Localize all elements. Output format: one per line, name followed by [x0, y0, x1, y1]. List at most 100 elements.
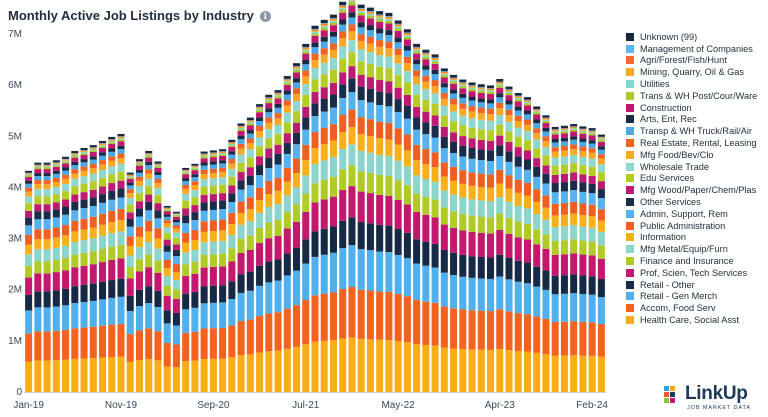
bar-segment[interactable]	[80, 150, 88, 152]
bar-segment[interactable]	[126, 177, 134, 179]
bar-segment[interactable]	[200, 151, 208, 154]
bar-segment[interactable]	[487, 99, 495, 104]
bar-segment[interactable]	[570, 180, 578, 191]
bar-segment[interactable]	[385, 122, 393, 140]
bar-segment[interactable]	[570, 293, 578, 322]
bar-segment[interactable]	[117, 323, 125, 357]
bar-segment[interactable]	[25, 191, 33, 197]
bar-segment[interactable]	[366, 13, 374, 16]
bar-segment[interactable]	[154, 306, 162, 332]
bar-segment[interactable]	[80, 176, 88, 184]
bar-segment[interactable]	[117, 258, 125, 279]
bar-segment[interactable]	[542, 289, 550, 319]
bar-segment[interactable]	[163, 227, 171, 234]
bar-segment[interactable]	[450, 99, 458, 105]
bar-segment[interactable]	[126, 182, 134, 186]
bar-segment[interactable]	[542, 155, 550, 166]
bar-segment[interactable]	[403, 71, 411, 83]
bar-segment[interactable]	[348, 24, 356, 32]
bar-segment[interactable]	[209, 328, 217, 359]
bar-segment[interactable]	[135, 236, 143, 248]
bar-segment[interactable]	[450, 77, 458, 79]
bar-segment[interactable]	[293, 66, 301, 68]
bar-segment[interactable]	[523, 262, 531, 284]
legend-item[interactable]: Retail - Other	[626, 279, 768, 291]
bar-segment[interactable]	[523, 169, 531, 183]
bar-segment[interactable]	[293, 204, 301, 222]
bar-segment[interactable]	[477, 84, 485, 87]
bar-segment[interactable]	[191, 181, 199, 186]
bar-segment[interactable]	[219, 285, 227, 303]
bar-segment[interactable]	[25, 210, 33, 218]
bar-segment[interactable]	[209, 254, 217, 267]
bar-segment[interactable]	[182, 309, 190, 333]
bar-segment[interactable]	[505, 104, 513, 110]
bar-segment[interactable]	[523, 119, 531, 125]
bar-segment[interactable]	[570, 274, 578, 294]
bar-segment[interactable]	[256, 121, 264, 127]
bar-segment[interactable]	[542, 123, 550, 128]
bar-segment[interactable]	[256, 104, 264, 107]
bar-segment[interactable]	[505, 91, 513, 93]
bar-segment[interactable]	[357, 27, 365, 35]
bar-segment[interactable]	[413, 43, 421, 47]
bar-segment[interactable]	[163, 209, 171, 210]
bar-segment[interactable]	[200, 195, 208, 203]
bar-segment[interactable]	[126, 193, 134, 198]
bar-segment[interactable]	[52, 170, 60, 174]
bar-segment[interactable]	[80, 148, 88, 151]
bar-segment[interactable]	[403, 29, 411, 33]
bar-segment[interactable]	[283, 142, 291, 154]
bar-segment[interactable]	[117, 133, 125, 137]
bar-segment[interactable]	[329, 292, 337, 341]
bar-segment[interactable]	[80, 154, 88, 160]
bar-segment[interactable]	[440, 250, 448, 273]
bar-segment[interactable]	[283, 167, 291, 182]
bar-segment[interactable]	[477, 173, 485, 188]
bar-segment[interactable]	[320, 54, 328, 63]
bar-segment[interactable]	[154, 179, 162, 184]
bar-segment[interactable]	[256, 243, 264, 266]
bar-segment[interactable]	[366, 152, 374, 173]
bar-segment[interactable]	[487, 160, 495, 175]
bar-segment[interactable]	[514, 101, 522, 107]
bar-segment[interactable]	[385, 19, 393, 21]
bar-segment[interactable]	[487, 257, 495, 279]
bar-segment[interactable]	[523, 159, 531, 170]
bar-segment[interactable]	[329, 31, 337, 37]
bar-segment[interactable]	[283, 100, 291, 106]
bar-segment[interactable]	[329, 49, 337, 59]
bar-segment[interactable]	[108, 190, 116, 200]
bar-segment[interactable]	[154, 167, 162, 172]
bar-segment[interactable]	[579, 294, 587, 322]
bar-segment[interactable]	[135, 172, 143, 177]
bar-segment[interactable]	[154, 290, 162, 307]
bar-segment[interactable]	[182, 193, 190, 201]
bar-segment[interactable]	[265, 99, 273, 102]
bar-segment[interactable]	[52, 181, 60, 188]
bar-segment[interactable]	[403, 232, 411, 259]
bar-segment[interactable]	[71, 254, 79, 268]
bar-segment[interactable]	[533, 266, 541, 287]
bar-segment[interactable]	[320, 48, 328, 55]
bar-segment[interactable]	[145, 161, 153, 166]
bar-segment[interactable]	[302, 300, 310, 345]
bar-segment[interactable]	[523, 223, 531, 240]
bar-segment[interactable]	[163, 214, 171, 217]
bar-segment[interactable]	[108, 156, 116, 161]
bar-segment[interactable]	[163, 342, 171, 367]
bar-segment[interactable]	[459, 93, 467, 98]
bar-segment[interactable]	[403, 82, 411, 95]
bar-segment[interactable]	[117, 180, 125, 189]
bar-segment[interactable]	[551, 192, 559, 204]
bar-segment[interactable]	[219, 302, 227, 328]
bar-segment[interactable]	[237, 213, 245, 225]
info-icon[interactable]: i	[259, 11, 271, 22]
bar-segment[interactable]	[219, 167, 227, 172]
bar-segment[interactable]	[108, 144, 116, 149]
bar-segment[interactable]	[523, 140, 531, 151]
bar-segment[interactable]	[588, 204, 596, 217]
bar-segment[interactable]	[52, 173, 60, 178]
bar-segment[interactable]	[459, 136, 467, 146]
bar-segment[interactable]	[487, 108, 495, 115]
